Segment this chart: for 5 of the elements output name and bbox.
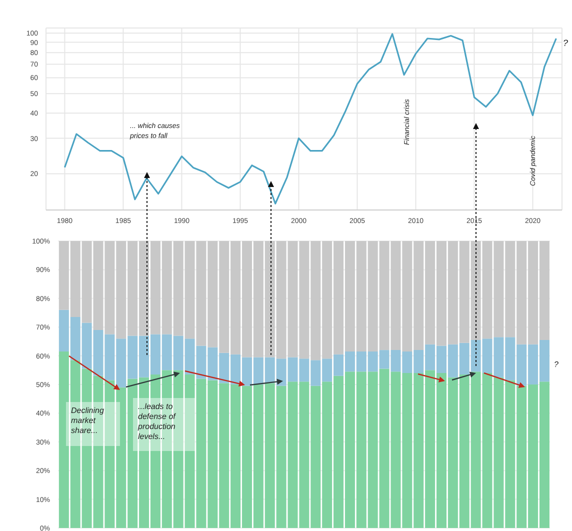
text: ? (554, 360, 560, 371)
text: ? (563, 38, 568, 48)
annotation: ...leads to defense of production levels... (133, 398, 195, 451)
line-series (64, 33, 557, 204)
annotation: Declining market share... (66, 402, 120, 446)
